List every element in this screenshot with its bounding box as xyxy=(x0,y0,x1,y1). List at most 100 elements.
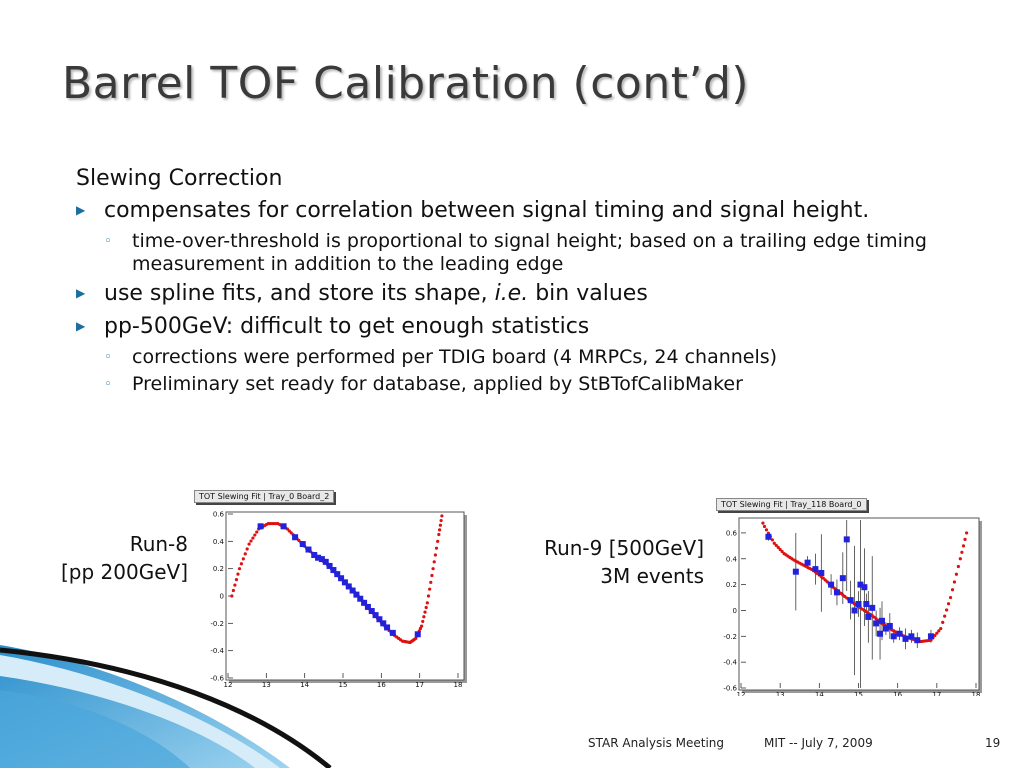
data-point xyxy=(890,633,897,640)
x-tick-label: 17 xyxy=(415,681,424,688)
fit-point xyxy=(437,532,441,537)
chart-left: 12 13 14 15 16 17 18 -0.6 -0.4 -0.2 0 0.2 0.4 0.6 TOT… xyxy=(190,488,468,688)
sub-bullet-3-2-text: Preliminary set ready for database, appl… xyxy=(132,373,743,395)
data-point xyxy=(353,591,360,598)
y-tick-label: 0 xyxy=(733,607,737,615)
fit-point xyxy=(251,536,255,540)
fit-point xyxy=(249,539,253,543)
y-tick-label: 0 xyxy=(220,593,224,601)
slide-body: Slewing Correction ▶ compensates for cor… xyxy=(76,166,976,400)
data-point xyxy=(361,599,368,606)
data-point xyxy=(914,637,921,644)
fit-point xyxy=(438,528,442,532)
fit-point xyxy=(764,528,769,532)
fit-point xyxy=(780,549,784,554)
x-tick-label: 12 xyxy=(224,681,233,688)
fit-point xyxy=(960,550,964,554)
chart-right-svg: 12 13 14 15 16 17 18 -0.6 -0.4 -0.2 0 0.2 0.4 0.6 xyxy=(723,517,982,696)
y-tick-label: -0.4 xyxy=(210,647,224,655)
x-tick-label: 12 xyxy=(737,691,746,696)
fit-point xyxy=(426,594,431,598)
data-point xyxy=(869,604,876,611)
data-point xyxy=(311,552,318,558)
caption-left-line2: [pp 200GeV] xyxy=(60,560,188,584)
fit-point xyxy=(937,629,941,633)
data-point xyxy=(882,625,889,632)
fit-point xyxy=(255,530,259,534)
fit-point xyxy=(237,567,242,571)
data-point xyxy=(380,620,387,627)
fit-point xyxy=(424,605,428,610)
data-point xyxy=(792,568,799,575)
data-point xyxy=(804,559,811,566)
caption-right-line1: Run-9 [500GeV] xyxy=(544,536,704,560)
bullet-1-text: compensates for correlation between sign… xyxy=(104,198,870,223)
caption-right: Run-9 [500GeV] 3M events xyxy=(544,534,704,590)
fit-point xyxy=(929,638,933,642)
chart-left-svg: 12 13 14 15 16 17 18 -0.6 -0.4 -0.2 0 0.2 0.4 0.6 xyxy=(210,511,467,688)
fit-point xyxy=(419,624,424,628)
data-point xyxy=(318,556,325,563)
data-point xyxy=(873,620,880,627)
data-point xyxy=(322,558,329,565)
sub-bullet-3-2: ◦ Preliminary set ready for database, ap… xyxy=(76,373,976,396)
fit-point xyxy=(428,587,432,591)
data-point xyxy=(364,603,371,610)
fit-point xyxy=(943,614,947,618)
fit-point xyxy=(233,583,237,587)
fit-point xyxy=(762,524,767,529)
fit-point xyxy=(433,553,437,557)
x-tick-label: 16 xyxy=(893,691,902,696)
chart-left-title: TOT Slewing Fit | Tray_0 Board_2 xyxy=(194,490,335,503)
fit-point xyxy=(438,523,442,527)
fit-point xyxy=(439,518,443,523)
data-point xyxy=(305,546,312,553)
y-tick-label: 0.4 xyxy=(213,538,225,546)
data-point xyxy=(349,587,356,594)
fit-point xyxy=(423,610,427,614)
bullet-arrow-icon: ▶ xyxy=(76,319,86,333)
fit-point xyxy=(961,544,966,548)
data-point xyxy=(886,622,893,629)
fit-point xyxy=(776,545,780,549)
bullet-2-text-post: bin values xyxy=(528,281,648,306)
data-point xyxy=(896,630,903,637)
chart-right: 12 13 14 15 16 17 18 -0.6 -0.4 -0.2 0 0.2 0.4 0.6 TOT… xyxy=(712,496,984,696)
data-point xyxy=(414,631,421,638)
fit-point xyxy=(422,615,426,619)
data-point xyxy=(847,597,854,604)
fit-point xyxy=(429,580,433,584)
fit-point xyxy=(231,588,235,593)
fit-point xyxy=(948,595,953,600)
x-tick-label: 14 xyxy=(300,681,309,688)
fit-point xyxy=(939,626,943,631)
fit-point xyxy=(770,538,774,542)
data-point xyxy=(341,579,348,586)
sub-bullet-1-1: ◦ time-over-threshold is proportional to… xyxy=(76,230,976,276)
fit-point xyxy=(933,633,937,638)
x-tick-label: 13 xyxy=(262,681,271,688)
data-point xyxy=(765,533,772,540)
x-tick-label: 16 xyxy=(377,681,386,688)
sub-bullet-3-1: ◦ corrections were performed per TDIG bo… xyxy=(76,346,976,369)
fit-point xyxy=(431,567,435,571)
data-point xyxy=(257,523,264,530)
data-point xyxy=(372,612,379,619)
data-point xyxy=(818,569,825,576)
fit-point xyxy=(935,631,939,635)
data-point xyxy=(908,633,915,640)
bullet-circle-icon: ◦ xyxy=(104,350,112,365)
data-point xyxy=(927,633,934,640)
x-tick-label: 17 xyxy=(932,691,941,696)
caption-left-line1: Run-8 xyxy=(129,532,188,556)
footer-page-number: 19 xyxy=(985,736,1001,750)
fit-point xyxy=(234,578,239,582)
section-heading: Slewing Correction xyxy=(76,166,283,191)
y-tick-label: -0.6 xyxy=(723,685,737,693)
x-tick-label: 15 xyxy=(854,691,863,696)
x-tick-label: 13 xyxy=(776,691,785,696)
caption-left: Run-8 [pp 200GeV] xyxy=(61,530,188,586)
bullet-circle-icon: ◦ xyxy=(104,234,112,249)
fit-point xyxy=(414,636,418,640)
fit-point xyxy=(946,602,951,606)
